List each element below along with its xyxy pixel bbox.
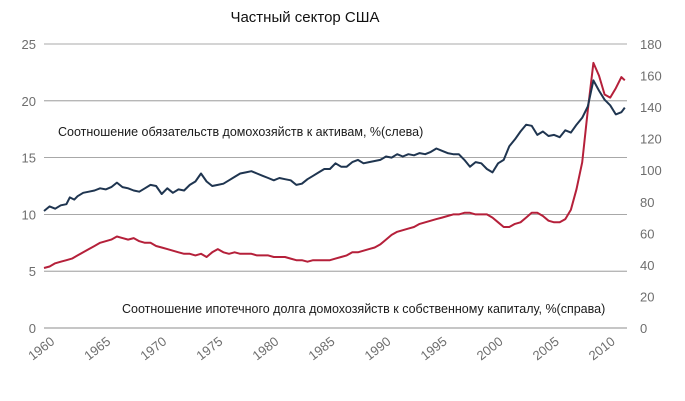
series-label-mortgage-to-equity: Соотношение ипотечного долга домохозяйст… [122, 302, 605, 316]
x-tick-label: 1965 [81, 334, 113, 364]
y-right-tick-label: 20 [640, 289, 654, 304]
y-left-tick-label: 20 [22, 94, 36, 109]
x-tick-label: 1995 [418, 334, 450, 364]
chart-title: Частный сектор США [230, 9, 380, 26]
x-tick-label: 2010 [586, 334, 618, 364]
y-right-tick-label: 80 [640, 195, 654, 210]
x-tick-label: 1985 [306, 334, 338, 364]
y-right-tick-label: 160 [640, 69, 662, 84]
series-line-liabilities-to-assets [43, 79, 626, 212]
y-right-tick-label: 0 [640, 321, 647, 336]
x-tick-label: 2000 [474, 334, 506, 364]
series-label-liabilities-to-assets: Соотношение обязательств домохозяйств к … [58, 125, 423, 139]
x-tick-label: 1970 [137, 334, 169, 364]
y-left-tick-label: 25 [22, 37, 36, 52]
y-right-tick-label: 120 [640, 132, 662, 147]
y-left-tick-label: 0 [29, 321, 36, 336]
x-tick-label: 1975 [193, 334, 225, 364]
y-right-tick-label: 40 [640, 258, 654, 273]
y-right-tick-label: 60 [640, 226, 654, 241]
y-left-tick-label: 5 [29, 264, 36, 279]
x-tick-label: 1980 [249, 334, 281, 364]
y-right-tick-label: 180 [640, 37, 662, 52]
y-right-tick-label: 100 [640, 163, 662, 178]
y-left-tick-label: 10 [22, 207, 36, 222]
x-tick-label: 2005 [530, 334, 562, 364]
x-tick-label: 1990 [362, 334, 394, 364]
y-right-tick-label: 140 [640, 100, 662, 115]
x-tick-label: 1960 [25, 334, 57, 364]
series-line-mortgage-to-equity [43, 61, 626, 269]
y-left-tick-label: 15 [22, 151, 36, 166]
